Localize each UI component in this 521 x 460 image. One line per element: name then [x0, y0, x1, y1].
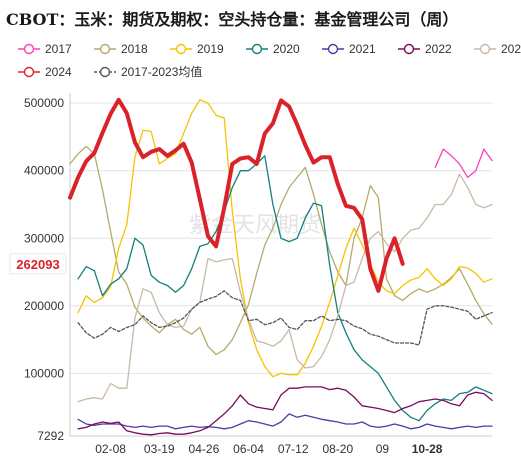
legend-item[interactable]: 2021: [322, 42, 376, 56]
series-line-2020: [77, 155, 493, 422]
current-value-label: 262093: [16, 257, 59, 272]
series-lines: [68, 97, 493, 436]
x-tick-label: 10-28: [412, 442, 443, 456]
legend-item[interactable]: 2020: [246, 42, 300, 56]
x-tick-label: 06-04: [233, 442, 264, 456]
legend-label: 2017: [45, 42, 72, 56]
legend: 2017 2018 2019 2020 2021 2022 2023 2024 2017-202…: [18, 42, 521, 79]
series-line-2019: [77, 99, 493, 378]
x-tick-label: 08-20: [322, 442, 353, 456]
series-line-2024: [68, 97, 405, 293]
series-line-2017: [434, 148, 493, 179]
legend-label: 2019: [197, 42, 224, 56]
legend-item[interactable]: 2018: [94, 42, 148, 56]
x-axis: 02-08 03-19 04-26 06-04 07-12 08-20 09 10-28: [95, 442, 443, 456]
legend-label: 2020: [273, 42, 300, 56]
y-tick-label: 300000: [24, 231, 64, 245]
series-line-2022: [77, 386, 493, 436]
legend-marker: [479, 43, 491, 55]
series-line-2017-2023均值: [77, 290, 493, 346]
legend-marker: [251, 43, 263, 55]
series-line-2021: [77, 413, 493, 430]
series-line-2018: [69, 145, 493, 356]
y-tick-label: 500000: [24, 96, 64, 110]
legend-item[interactable]: 2017: [18, 42, 72, 56]
legend-label: 2022: [425, 42, 452, 56]
x-tick-label: 04-26: [189, 442, 220, 456]
legend-item[interactable]: 2017-2023均值: [94, 64, 202, 79]
legend-item[interactable]: 2023: [474, 42, 521, 56]
legend-item[interactable]: 2024: [18, 65, 72, 79]
legend-label: 2018: [121, 42, 148, 56]
legend-marker: [327, 43, 339, 55]
current-value-box: [9, 253, 67, 275]
x-tick-label: 07-12: [278, 442, 309, 456]
x-tick-label: 09: [376, 442, 390, 456]
y-tick-label: 400000: [24, 164, 64, 178]
current-value-badge: 262093: [9, 253, 67, 275]
chart-title: CBOT：玉米：期货及期权：空头持仓量：基金管理公司（周）: [6, 10, 459, 29]
legend-marker: [175, 43, 187, 55]
legend-label: 2017-2023均值: [121, 64, 202, 79]
legend-marker: [99, 43, 111, 55]
legend-marker: [23, 66, 35, 78]
x-tick-label: 03-19: [144, 442, 175, 456]
legend-label: 2023: [501, 42, 521, 56]
x-tick-label: 02-08: [95, 442, 126, 456]
grid: [69, 93, 492, 437]
legend-item[interactable]: 2019: [170, 42, 224, 56]
legend-marker: [403, 43, 415, 55]
legend-marker: [23, 43, 35, 55]
y-axis: 100000 200000 300000 400000 500000 7292 262093: [9, 96, 67, 443]
legend-item[interactable]: 2022: [398, 42, 452, 56]
y-min-label: 7292: [37, 429, 64, 443]
legend-label: 2021: [349, 42, 376, 56]
y-tick-label: 100000: [24, 366, 64, 380]
legend-marker: [99, 66, 111, 78]
legend-label: 2024: [45, 65, 72, 79]
y-tick-label: 200000: [24, 299, 64, 313]
series-line-2023: [77, 173, 493, 403]
